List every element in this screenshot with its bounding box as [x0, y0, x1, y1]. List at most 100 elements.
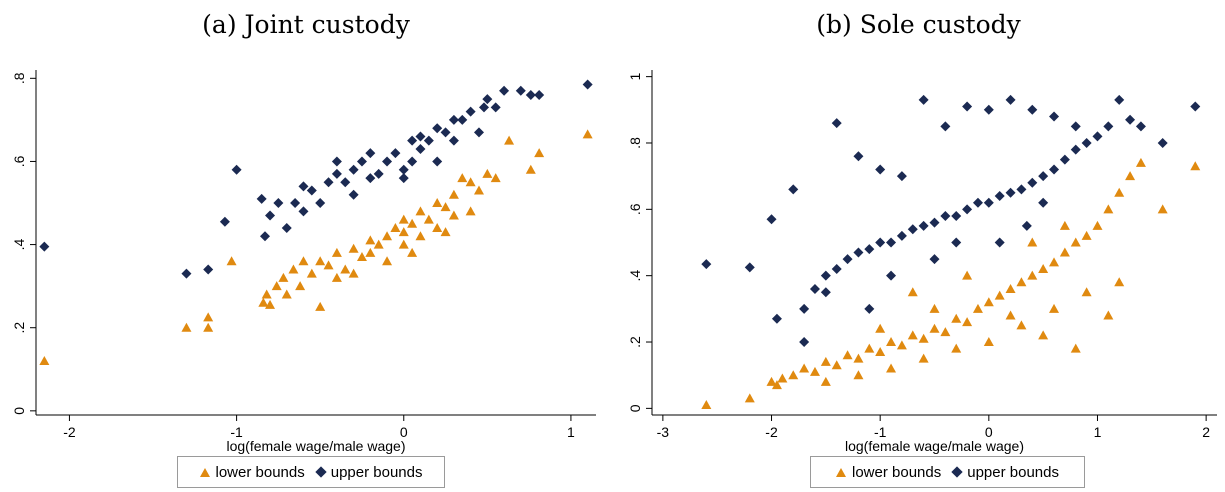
y-tick-label: 1 — [627, 73, 643, 81]
diamond-marker-icon — [315, 466, 327, 478]
data-point-upper — [499, 85, 510, 96]
data-point-lower — [490, 173, 501, 183]
data-point-lower — [298, 256, 309, 266]
data-point-upper — [181, 268, 192, 279]
data-point-upper — [951, 210, 962, 221]
data-point-upper — [820, 270, 831, 281]
data-point-lower — [203, 312, 214, 322]
data-point-upper — [1016, 184, 1027, 195]
scatter-plot-sole: -3 -2 -1 0 1 2 0 .2 .4 .6 .8 1 log(female wage/male … — [627, 70, 1217, 454]
data-point-upper — [1135, 121, 1146, 132]
data-point-upper — [1049, 164, 1060, 175]
data-point-upper — [1059, 154, 1070, 165]
data-point-upper — [448, 114, 459, 125]
data-point-lower — [525, 164, 536, 174]
data-point-lower — [1190, 161, 1201, 171]
data-point-lower — [1103, 204, 1114, 214]
data-point-lower — [534, 148, 545, 158]
data-point-upper — [940, 121, 951, 132]
y-tick-label: .8 — [11, 72, 27, 84]
data-point-upper — [231, 164, 242, 175]
data-point-upper — [1103, 121, 1114, 132]
data-point-upper — [809, 283, 820, 294]
x-tick-label: -3 — [657, 424, 670, 440]
data-point-upper — [490, 102, 501, 113]
series-lower-bounds — [39, 129, 593, 365]
data-point-upper — [315, 198, 326, 209]
data-point-upper — [365, 148, 376, 159]
data-point-upper — [799, 303, 810, 314]
data-point-upper — [582, 79, 593, 90]
data-point-lower — [1125, 171, 1136, 181]
data-point-lower — [365, 235, 376, 245]
data-point-lower — [315, 256, 326, 266]
data-point-upper — [365, 173, 376, 184]
data-point-upper — [962, 204, 973, 215]
legend-item-lower: lower bounds — [836, 464, 941, 481]
data-point-upper — [1190, 101, 1201, 112]
data-point-lower — [771, 380, 782, 390]
data-point-upper — [983, 197, 994, 208]
data-point-lower — [382, 256, 393, 266]
data-point-lower — [271, 281, 282, 291]
triangle-marker-icon — [199, 467, 210, 477]
data-point-lower — [1070, 237, 1081, 247]
y-tick-label: .2 — [11, 322, 27, 334]
data-point-lower — [504, 135, 515, 145]
series-upper-bounds — [39, 79, 593, 279]
data-point-upper — [1021, 220, 1032, 231]
data-point-lower — [365, 247, 376, 257]
data-point-upper — [831, 264, 842, 275]
data-point-upper — [771, 313, 782, 324]
data-point-lower — [415, 231, 426, 241]
data-point-lower — [323, 260, 334, 270]
data-point-lower — [799, 363, 810, 373]
data-point-lower — [1081, 287, 1092, 297]
data-point-upper — [918, 94, 929, 105]
data-point-lower — [853, 370, 864, 380]
data-point-lower — [265, 299, 276, 309]
data-point-lower — [929, 303, 940, 313]
data-point-lower — [983, 297, 994, 307]
data-point-lower — [864, 343, 875, 353]
data-point-lower — [348, 268, 359, 278]
data-point-upper — [875, 237, 886, 248]
data-point-upper — [534, 89, 545, 100]
y-tick-label: .4 — [627, 270, 643, 282]
data-point-lower — [1049, 257, 1060, 267]
data-point-upper — [203, 264, 214, 275]
data-point-lower — [473, 185, 484, 195]
data-point-upper — [994, 237, 1005, 248]
data-point-upper — [1027, 177, 1038, 188]
data-point-upper — [896, 171, 907, 182]
data-point-upper — [423, 135, 434, 146]
data-point-upper — [929, 254, 940, 265]
data-point-upper — [356, 156, 367, 167]
data-point-upper — [323, 177, 334, 188]
x-tick-label: -1 — [874, 424, 887, 440]
data-point-lower — [226, 256, 237, 266]
diamond-marker-icon — [951, 466, 963, 478]
data-point-lower — [1103, 310, 1114, 320]
data-point-upper — [799, 337, 810, 348]
data-point-lower — [398, 227, 409, 237]
data-point-upper — [398, 173, 409, 184]
data-point-upper — [1027, 104, 1038, 115]
data-point-lower — [788, 370, 799, 380]
data-point-lower — [1135, 157, 1146, 167]
data-point-upper — [983, 104, 994, 115]
data-point-lower — [1092, 220, 1103, 230]
panel-joint-custody: (a) Joint custody -2 -1 0 1 0 .2 .4 .6 .8 log(fem… — [0, 0, 612, 492]
data-point-lower — [1059, 220, 1070, 230]
data-point-lower — [407, 247, 418, 257]
data-point-lower — [744, 393, 755, 403]
data-point-lower — [390, 222, 401, 232]
y-tick-label: .6 — [11, 155, 27, 167]
data-point-lower — [1070, 343, 1081, 353]
legend: lower bounds upper bounds — [177, 456, 445, 488]
data-point-lower — [382, 231, 393, 241]
data-point-lower — [1059, 247, 1070, 257]
data-point-upper — [465, 106, 476, 117]
data-point-upper — [951, 237, 962, 248]
data-point-upper — [457, 114, 468, 125]
